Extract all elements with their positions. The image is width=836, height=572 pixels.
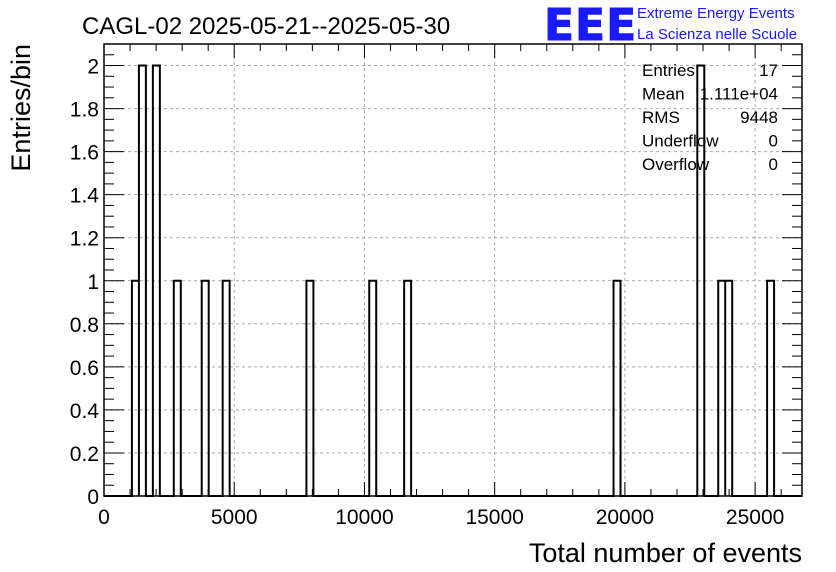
grid-lines [104, 44, 802, 496]
eee-logo-line2: La Scienza nelle Scuole [637, 26, 797, 43]
stat-value: 1.111e+04 [700, 85, 778, 104]
y-tick-label: 2 [87, 56, 99, 79]
eee-logo: EEE Extreme Energy Events La Scienza nel… [544, 0, 798, 52]
stat-value: 0 [769, 132, 778, 151]
stat-label: Mean [642, 85, 685, 104]
y-tick-label: 1.6 [70, 142, 99, 165]
chart-title: CAGL-02 2025-05-21--2025-05-30 [82, 13, 450, 40]
histogram-bin [132, 281, 139, 496]
histogram-bin [306, 281, 313, 496]
y-tick-label: 1.8 [70, 99, 99, 122]
stat-label: RMS [642, 108, 680, 127]
x-tick-label: 20000 [596, 506, 654, 529]
histogram-bin [725, 281, 732, 496]
stat-value: 0 [769, 155, 778, 174]
stat-value: 9448 [740, 108, 778, 127]
histogram-bin [369, 281, 376, 496]
x-axis-title: Total number of events [529, 538, 802, 568]
histogram-bin [767, 281, 774, 496]
y-tick-label: 0.8 [70, 314, 99, 337]
y-tick-label: 0.2 [70, 443, 99, 466]
histogram-bin [174, 281, 181, 496]
x-tick-label: 10000 [335, 506, 393, 529]
y-tick-label: 1 [87, 271, 99, 294]
y-tick-label: 1.2 [70, 228, 99, 251]
stat-label: Entries [642, 61, 695, 80]
eee-logo-mark: EEE [544, 0, 637, 51]
x-tick-label: 5000 [211, 506, 258, 529]
x-tick-label: 15000 [465, 506, 523, 529]
x-tick-label: 25000 [726, 506, 784, 529]
x-tick-labels: 0 5000 10000 15000 20000 25000 [98, 506, 784, 529]
y-axis-title: Entries/bin [6, 44, 36, 172]
stat-label: Overflow [642, 155, 710, 174]
y-tick-labels: 0 0.2 0.4 0.6 0.8 1 1.2 1.4 1.6 1.8 2 [70, 56, 100, 509]
eee-logo-line1: Extreme Energy Events [637, 5, 795, 22]
y-tick-label: 0.6 [70, 357, 99, 380]
y-tick-label: 0 [87, 486, 99, 509]
stats-box: Entries 17 Mean 1.111e+04 RMS 9448 Underflow 0 O… [642, 61, 778, 174]
stat-value: 17 [759, 61, 778, 80]
histogram-bin [202, 281, 209, 496]
stat-label: Underflow [642, 132, 719, 151]
histogram-bin [718, 281, 725, 496]
y-tick-label: 1.4 [70, 185, 100, 208]
histogram-bin [223, 281, 230, 496]
x-tick-label: 0 [98, 506, 110, 529]
histogram-bin [614, 281, 621, 496]
axis-ticks [103, 44, 802, 497]
histogram-bin [404, 281, 411, 496]
y-tick-label: 0.4 [70, 400, 100, 423]
